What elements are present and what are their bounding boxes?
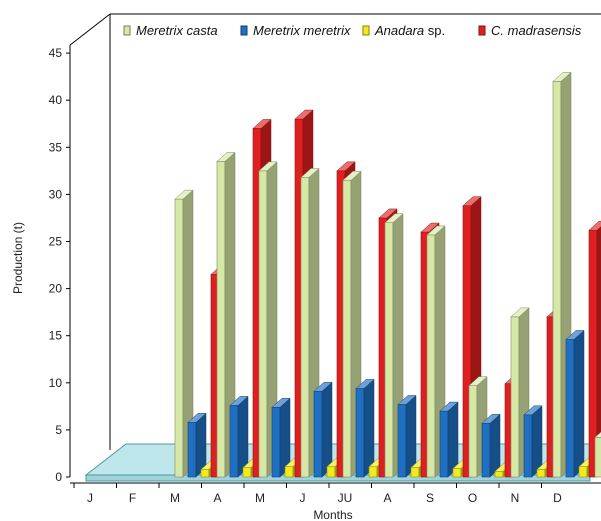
- y-tick-label: 40: [49, 93, 63, 107]
- legend-label: Anadara sp.: [374, 23, 445, 38]
- bar: [229, 395, 249, 478]
- bar: [594, 431, 601, 478]
- legend-entry: Meretrix meretrix: [240, 23, 351, 38]
- legend-entry: Anadara sp.: [362, 23, 445, 38]
- x-tick-label: M: [255, 491, 265, 505]
- y-tick-label: 30: [49, 187, 63, 201]
- x-tick-label: N: [511, 491, 520, 505]
- y-axis: 0 5 10 15 20 25 30 35 40 45: [49, 46, 70, 484]
- bar: [565, 329, 585, 478]
- legend-label: Meretrix meretrix: [253, 23, 351, 38]
- y-tick-label: 5: [55, 423, 62, 437]
- y-tick-label: 45: [49, 46, 63, 60]
- legend-label: Meretrix casta: [136, 23, 218, 38]
- x-tick-label: F: [129, 491, 136, 505]
- x-tick-label: O: [468, 491, 477, 505]
- bar: [258, 161, 278, 478]
- bar: [174, 189, 194, 478]
- y-tick-label: 15: [49, 329, 63, 343]
- chart-frame: [69, 13, 601, 477]
- x-axis-title: Months: [313, 508, 352, 521]
- y-tick-label: 20: [49, 282, 63, 296]
- y-tick-label: 25: [49, 235, 63, 249]
- bar: [355, 378, 375, 478]
- legend-entry: C. madrasensis: [478, 23, 582, 38]
- bar: [313, 381, 333, 478]
- x-tick-label: A: [213, 491, 221, 505]
- x-tick-label: A: [383, 491, 391, 505]
- x-axis: J F M A M J JU A S O N D: [73, 483, 562, 505]
- bar: [397, 394, 417, 478]
- bar: [216, 151, 236, 478]
- legend-entry: Meretrix casta: [123, 23, 218, 38]
- bar: [523, 405, 543, 478]
- bar: [439, 401, 459, 478]
- bar: [588, 220, 601, 478]
- x-tick-label: JU: [338, 491, 353, 505]
- y-tick-label: 10: [49, 376, 63, 390]
- legend: Meretrix casta Meretrix meretrix Anadara s…: [123, 23, 582, 38]
- x-tick-label: J: [300, 491, 306, 505]
- bar: [552, 71, 572, 478]
- legend-label: C. madrasensis: [491, 23, 582, 38]
- x-tick-label: D: [553, 491, 562, 505]
- x-tick-label: S: [426, 491, 434, 505]
- x-tick-label: J: [87, 491, 93, 505]
- y-tick-label: 0: [55, 470, 62, 484]
- y-axis-title: Production (t): [11, 222, 25, 294]
- bar: [481, 413, 501, 478]
- bars-layer: [174, 71, 601, 478]
- x-tick-label: M: [170, 491, 180, 505]
- y-tick-label: 35: [49, 140, 63, 154]
